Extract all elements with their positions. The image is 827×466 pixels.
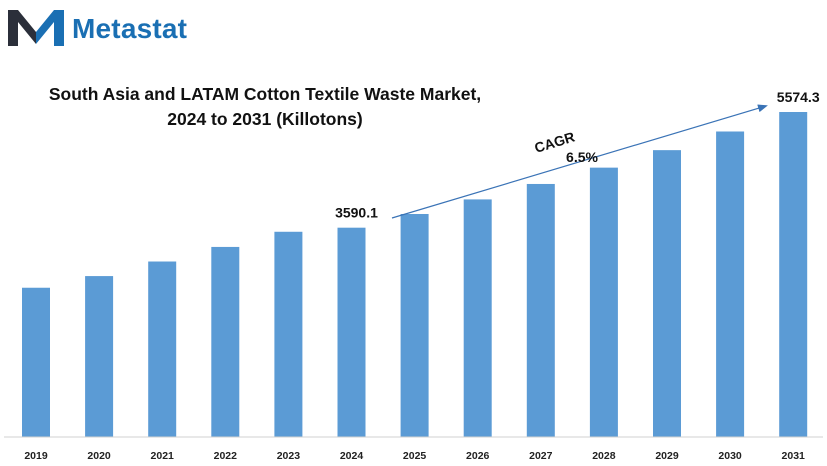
bar-2025 (400, 213, 429, 437)
bar-2030 (716, 131, 745, 437)
x-tick-2029: 2029 (655, 450, 679, 462)
x-tick-2031: 2031 (782, 450, 806, 462)
bar-2021 (148, 261, 177, 437)
bar-2027 (526, 183, 555, 437)
x-tick-2020: 2020 (87, 450, 111, 462)
x-tick-2026: 2026 (466, 450, 490, 462)
bar-2023 (274, 231, 303, 437)
logo-wordmark: Metastat (72, 13, 188, 44)
data-labels: 3590.1 5574.3 (335, 89, 820, 221)
chart-title-line1: South Asia and LATAM Cotton Textile Wast… (48, 84, 482, 104)
bar-2029 (653, 150, 681, 438)
x-tick-2021: 2021 (151, 450, 175, 462)
x-tick-2028: 2028 (592, 450, 616, 462)
x-axis-ticks: 2019 2020 2021 2022 2023 2024 2025 2026 2027 2028… (24, 450, 805, 462)
x-tick-2027: 2027 (529, 450, 553, 462)
data-label-2031: 5574.3 (777, 89, 820, 105)
bar-2019 (22, 287, 50, 437)
x-tick-2023: 2023 (277, 450, 301, 462)
bar-2020 (85, 276, 114, 437)
x-tick-2019: 2019 (24, 450, 48, 462)
metastat-logo: Metastat (6, 6, 226, 50)
bar-series (22, 112, 808, 438)
bar-2028 (589, 167, 618, 437)
metastat-m-icon (8, 10, 64, 46)
data-label-2024: 3590.1 (335, 205, 378, 221)
x-tick-2024: 2024 (340, 450, 364, 462)
cagr-value: 6.5% (566, 149, 598, 165)
x-tick-2022: 2022 (214, 450, 238, 462)
cagr-arrow (391, 104, 768, 219)
chart-title-line2: 2024 to 2031 (Killotons) (167, 109, 363, 129)
bar-2026 (463, 199, 492, 437)
x-tick-2030: 2030 (718, 450, 742, 462)
x-tick-2025: 2025 (403, 450, 427, 462)
bar-2024 (337, 227, 366, 437)
chart-title: South Asia and LATAM Cotton Textile Wast… (20, 82, 510, 132)
bar-2031 (779, 112, 808, 437)
bar-2022 (211, 246, 240, 437)
